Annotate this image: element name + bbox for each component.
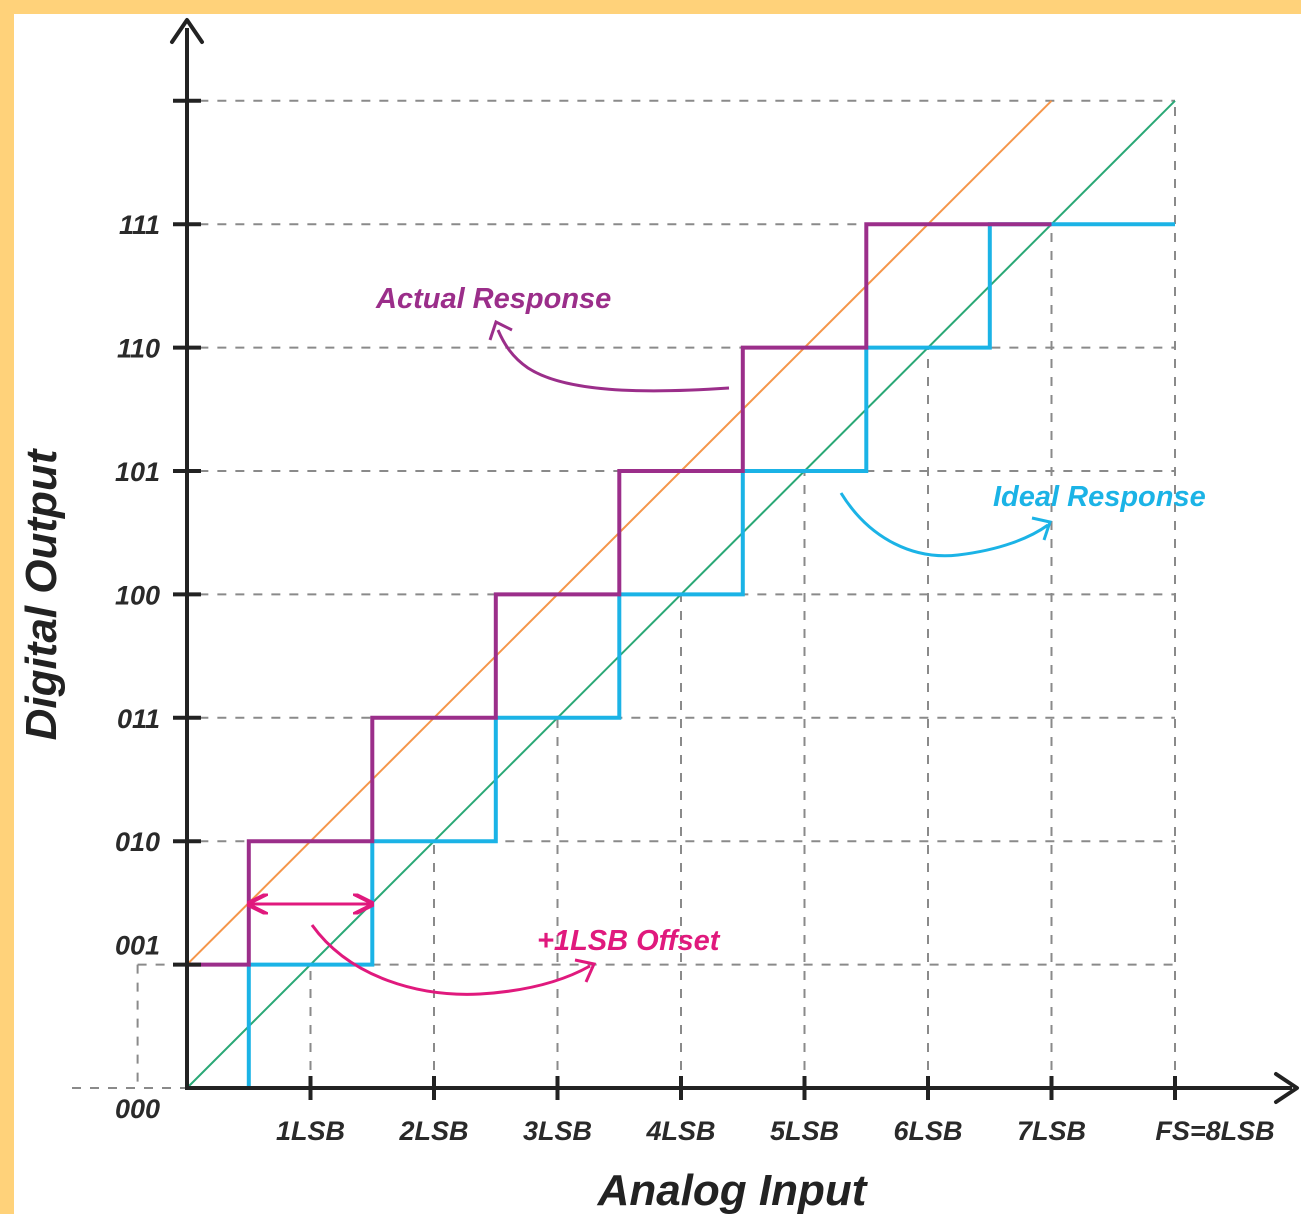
x-tick-label: 2LSB xyxy=(398,1116,468,1146)
step-responses xyxy=(187,222,1175,1090)
x-tick-label: 3LSB xyxy=(523,1116,592,1146)
axes xyxy=(170,18,1299,1104)
x-tick-label: FS=8LSB xyxy=(1155,1116,1274,1146)
annotation-ideal-arrow xyxy=(839,492,1049,558)
annotation-actual-label: Actual Response xyxy=(375,283,611,315)
series-ideal-response xyxy=(187,222,1175,1090)
y-tick-label: 100 xyxy=(115,580,160,610)
x-tick-label: 5LSB xyxy=(770,1116,839,1146)
plot-panel xyxy=(14,14,1301,1214)
x-axis-title: Analog Input xyxy=(597,1166,869,1214)
y-axis-title: Digital Output xyxy=(17,447,66,740)
x-ticks: 1LSB 2LSB 3LSB 4LSB 5LSB 6LSB 7LSB FS=8LSB xyxy=(276,1076,1275,1146)
annotation-ideal-response: Ideal Response xyxy=(839,481,1206,558)
x-tick-label: 6LSB xyxy=(893,1116,962,1146)
annotation-actual-arrowhead xyxy=(488,319,513,341)
y-tick-label: 001 xyxy=(115,931,160,961)
y-ticks: 000 001 010 011 100 101 110 111 xyxy=(115,98,201,1124)
x-tick-label: 1LSB xyxy=(276,1116,345,1146)
x-axis-arrowhead xyxy=(1274,1072,1299,1104)
y-tick-label: 011 xyxy=(117,704,160,734)
annotation-offset-label: +1LSB Offset xyxy=(537,925,721,957)
x-tick-label: 4LSB xyxy=(645,1116,715,1146)
annotation-actual-response: Actual Response xyxy=(375,283,730,393)
annotation-offset: +1LSB Offset xyxy=(251,904,721,996)
y-tick-label: 101 xyxy=(115,457,160,487)
y-tick-label: 111 xyxy=(119,210,160,240)
y-tick-label: 110 xyxy=(117,334,160,364)
annotation-offset-arrow xyxy=(310,924,591,996)
annotation-ideal-label: Ideal Response xyxy=(993,481,1206,513)
y-tick-label: 000 xyxy=(115,1094,160,1124)
grid-lines xyxy=(72,99,1176,1089)
annotation-actual-arrow xyxy=(496,329,730,393)
x-tick-label: 7LSB xyxy=(1017,1116,1086,1146)
y-tick-label: 010 xyxy=(115,827,160,857)
annotation-ideal-arrowhead xyxy=(1031,516,1052,541)
series-actual-response xyxy=(187,222,1052,967)
y-axis-arrowhead xyxy=(170,18,204,44)
annotation-offset-arrowhead xyxy=(574,958,597,983)
